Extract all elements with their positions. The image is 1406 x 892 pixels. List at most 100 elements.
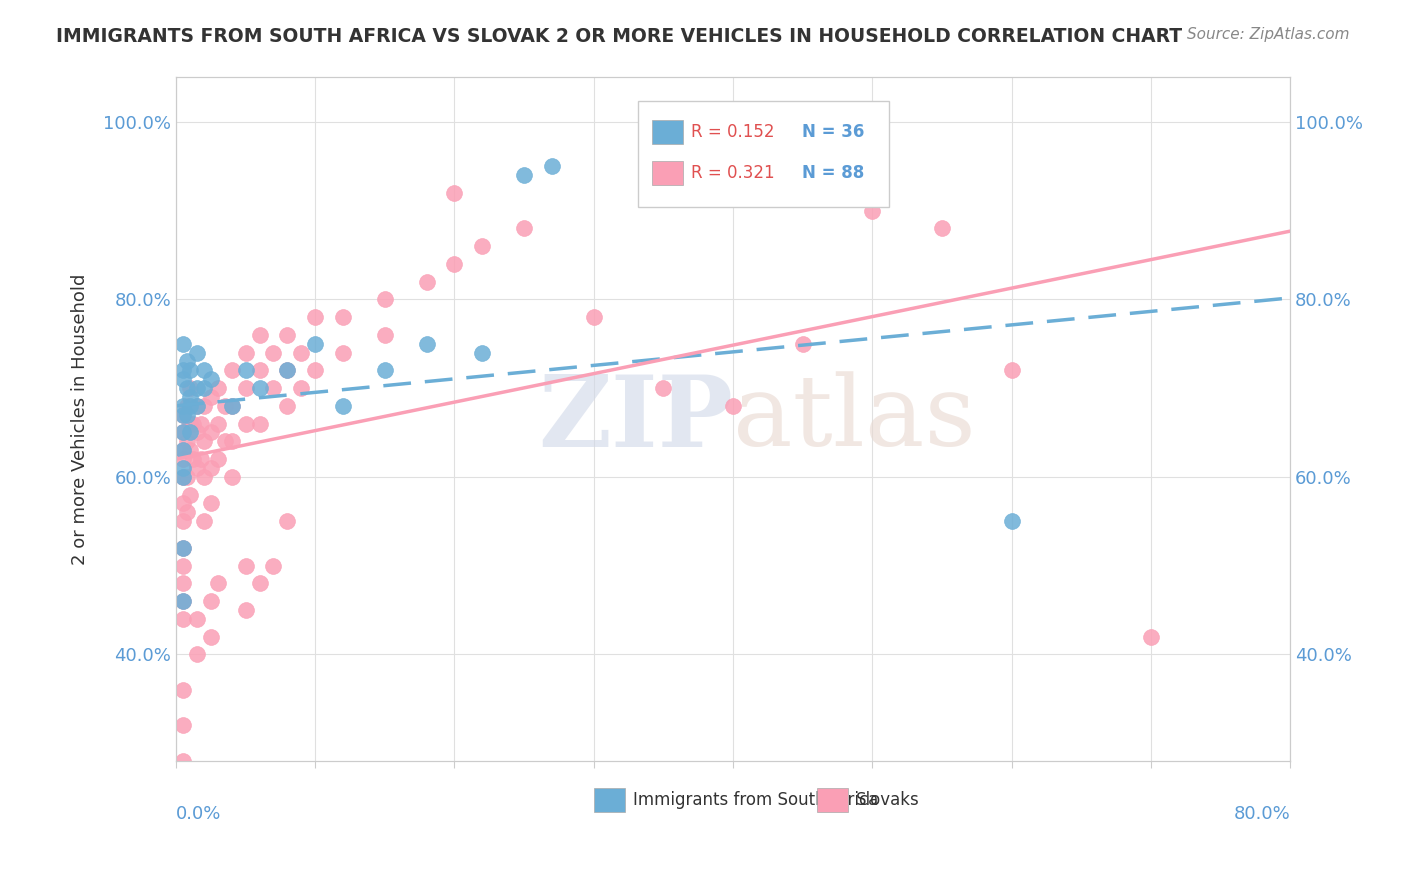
- Point: [172, 682, 194, 697]
- Point: [931, 221, 953, 235]
- Point: [200, 425, 222, 440]
- Point: [176, 434, 198, 449]
- Point: [214, 399, 236, 413]
- Point: [290, 381, 312, 395]
- Point: [207, 452, 229, 467]
- FancyBboxPatch shape: [638, 102, 889, 207]
- Point: [181, 417, 204, 431]
- Point: [200, 630, 222, 644]
- Point: [721, 399, 744, 413]
- Point: [172, 754, 194, 768]
- Point: [332, 345, 354, 359]
- Point: [179, 417, 201, 431]
- Point: [221, 470, 243, 484]
- Point: [172, 443, 194, 458]
- Point: [1000, 514, 1022, 528]
- Point: [1139, 630, 1161, 644]
- Point: [172, 399, 194, 413]
- Point: [172, 541, 194, 555]
- Text: R = 0.321: R = 0.321: [690, 164, 775, 182]
- Text: N = 88: N = 88: [801, 164, 865, 182]
- Point: [172, 425, 194, 440]
- Point: [860, 203, 883, 218]
- Point: [235, 363, 257, 377]
- Point: [193, 363, 215, 377]
- Point: [249, 363, 271, 377]
- Text: Source: ZipAtlas.com: Source: ZipAtlas.com: [1187, 27, 1350, 42]
- Point: [235, 417, 257, 431]
- Point: [443, 186, 465, 200]
- Point: [290, 345, 312, 359]
- Point: [193, 514, 215, 528]
- Point: [186, 612, 208, 626]
- Point: [176, 381, 198, 395]
- Point: [176, 505, 198, 519]
- Point: [276, 327, 298, 342]
- Point: [179, 381, 201, 395]
- Text: Immigrants from South Africa: Immigrants from South Africa: [633, 791, 877, 809]
- Point: [513, 168, 536, 182]
- Point: [172, 372, 194, 386]
- Point: [276, 363, 298, 377]
- Point: [172, 496, 194, 510]
- Point: [374, 293, 396, 307]
- Point: [374, 363, 396, 377]
- Point: [200, 372, 222, 386]
- Point: [235, 558, 257, 573]
- Point: [207, 381, 229, 395]
- Point: [172, 612, 194, 626]
- Text: IMMIGRANTS FROM SOUTH AFRICA VS SLOVAK 2 OR MORE VEHICLES IN HOUSEHOLD CORRELATI: IMMIGRANTS FROM SOUTH AFRICA VS SLOVAK 2…: [56, 27, 1182, 45]
- Point: [304, 310, 326, 324]
- Point: [276, 514, 298, 528]
- Point: [415, 336, 437, 351]
- Point: [263, 558, 285, 573]
- Point: [249, 576, 271, 591]
- Point: [332, 310, 354, 324]
- Point: [172, 594, 194, 608]
- Point: [172, 461, 194, 475]
- FancyBboxPatch shape: [817, 788, 848, 812]
- Point: [276, 363, 298, 377]
- Point: [443, 257, 465, 271]
- Point: [541, 159, 564, 173]
- Point: [235, 381, 257, 395]
- Point: [1000, 363, 1022, 377]
- Point: [190, 417, 212, 431]
- Point: [186, 381, 208, 395]
- Point: [263, 345, 285, 359]
- Point: [471, 239, 494, 253]
- Point: [172, 425, 194, 440]
- Point: [172, 470, 194, 484]
- Point: [172, 408, 194, 422]
- Point: [652, 381, 675, 395]
- Point: [172, 514, 194, 528]
- Point: [172, 452, 194, 467]
- Point: [249, 417, 271, 431]
- Point: [179, 363, 201, 377]
- FancyBboxPatch shape: [593, 788, 624, 812]
- FancyBboxPatch shape: [651, 120, 683, 145]
- Point: [172, 558, 194, 573]
- Point: [172, 408, 194, 422]
- Point: [374, 327, 396, 342]
- Point: [179, 425, 201, 440]
- Point: [176, 408, 198, 422]
- Text: Slovaks: Slovaks: [855, 791, 920, 809]
- Point: [179, 390, 201, 404]
- Point: [235, 345, 257, 359]
- Point: [193, 399, 215, 413]
- Point: [332, 399, 354, 413]
- Point: [172, 594, 194, 608]
- Point: [172, 718, 194, 732]
- Point: [179, 399, 201, 413]
- Point: [181, 452, 204, 467]
- Point: [176, 399, 198, 413]
- Point: [186, 648, 208, 662]
- Text: 0.0%: 0.0%: [176, 805, 221, 823]
- Point: [304, 336, 326, 351]
- Point: [207, 576, 229, 591]
- Point: [415, 275, 437, 289]
- Point: [513, 221, 536, 235]
- Text: atlas: atlas: [733, 371, 976, 467]
- Point: [179, 487, 201, 501]
